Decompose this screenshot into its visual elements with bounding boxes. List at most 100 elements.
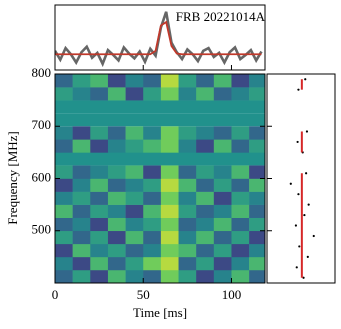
heatmap-cell	[90, 256, 109, 271]
heatmap-cell	[72, 269, 91, 283]
heatmap-cell	[90, 126, 109, 140]
heatmap-cell	[55, 165, 73, 179]
heatmap-cell	[178, 74, 197, 88]
heatmap-cell	[160, 178, 179, 192]
spectrum-dot	[306, 255, 309, 258]
heatmap-cell	[72, 178, 91, 192]
heatmap-cell	[231, 269, 250, 283]
heatmap-cell	[107, 256, 126, 271]
heatmap-cell	[55, 126, 73, 140]
heatmap-cell	[196, 74, 215, 88]
heatmap-cell	[249, 204, 265, 218]
x-tick-label: 50	[137, 287, 150, 302]
heatmap-cell	[125, 269, 144, 283]
heatmap-cell	[125, 204, 144, 218]
heatmap-cell	[55, 269, 73, 283]
heatmap-cell	[213, 139, 232, 153]
heatmap-cell	[196, 139, 215, 153]
y-tick-label: 500	[32, 222, 52, 237]
x-tick-label: 0	[52, 287, 59, 302]
heatmap-cell	[125, 139, 144, 153]
heatmap-cell	[178, 165, 197, 179]
heatmap-cell	[249, 243, 265, 258]
heatmap-cell	[125, 87, 144, 101]
heatmap-cell	[72, 204, 91, 218]
heatmap-cell	[178, 217, 197, 232]
heatmap-cell	[249, 74, 265, 88]
heatmap-cell	[249, 178, 265, 192]
heatmap-cell	[107, 243, 126, 258]
heatmap-cell	[160, 87, 179, 101]
heatmap-cell	[231, 87, 250, 101]
heatmap-cell	[72, 165, 91, 179]
heatmap-cell	[196, 230, 215, 245]
heatmap-cell	[143, 269, 162, 283]
heatmap-cell	[55, 230, 73, 245]
heatmap-cell	[160, 230, 179, 245]
heatmap-cell	[90, 243, 109, 258]
heatmap-cell	[196, 204, 215, 218]
heatmap-cell	[196, 178, 215, 192]
heatmap-cell	[249, 165, 265, 179]
heatmap-cell	[160, 269, 179, 283]
heatmap-cell	[125, 191, 144, 205]
heatmap-cell	[143, 191, 162, 205]
heatmap-cell	[249, 139, 265, 153]
heatmap-cell	[178, 178, 197, 192]
heatmap-cell	[90, 139, 109, 153]
spectrum-dot	[305, 130, 309, 133]
spectrum-dot	[298, 245, 301, 248]
heatmap-cell	[125, 230, 144, 245]
heatmap-cell	[213, 243, 232, 258]
heatmap-cell	[249, 256, 265, 271]
heatmap-cell	[178, 230, 197, 245]
heatmap-cell	[55, 243, 73, 258]
heatmap-cell	[196, 217, 215, 232]
heatmap-cell	[90, 204, 109, 218]
masked-band	[55, 113, 265, 127]
heatmap-cell	[178, 139, 197, 153]
heatmap-cell	[90, 87, 109, 101]
spectrum-dot	[295, 266, 298, 269]
spectrum-dot	[305, 172, 308, 175]
heatmap-cell	[90, 178, 109, 192]
heatmap-cell	[90, 269, 109, 283]
spectrum-dot	[304, 78, 307, 81]
heatmap-cell	[178, 126, 197, 140]
heatmap-cell	[196, 269, 215, 283]
heatmap-cell	[72, 126, 91, 140]
heatmap-cell	[107, 269, 126, 283]
y-axis-label: Frequency [MHz]	[5, 131, 20, 225]
spectrum-dot	[307, 203, 310, 206]
heatmap-cell	[107, 87, 126, 101]
heatmap-cell	[90, 74, 109, 88]
y-tick-label: 700	[32, 117, 52, 132]
heatmap-cell	[196, 191, 215, 205]
y-tick-label: 800	[32, 65, 52, 80]
masked-band	[55, 100, 265, 114]
heatmap-cell	[213, 191, 232, 205]
heatmap-cell	[125, 165, 144, 179]
heatmap-cell	[143, 87, 162, 101]
heatmap-cell	[213, 204, 232, 218]
spectrum-dot	[296, 140, 299, 144]
heatmap-cell	[249, 230, 265, 245]
heatmap-cell	[178, 87, 197, 101]
heatmap-cell	[55, 256, 73, 271]
heatmap-cell	[231, 165, 250, 179]
heatmap-cell	[196, 126, 215, 140]
heatmap-cell	[178, 204, 197, 218]
x-tick-label: 100	[222, 287, 242, 302]
heatmap-cell	[72, 230, 91, 245]
heatmap-cell	[90, 191, 109, 205]
heatmap-cell	[249, 269, 265, 283]
heatmap-cell	[55, 217, 73, 232]
heatmap-cell	[72, 87, 91, 101]
profile-panel	[55, 11, 263, 68]
spectrum-dot	[303, 213, 306, 217]
spectrum-panel	[289, 78, 315, 279]
heatmap-cell	[213, 178, 232, 192]
heatmap-cell	[249, 217, 265, 232]
heatmap-cell	[125, 178, 144, 192]
heatmap-cell	[107, 217, 126, 232]
